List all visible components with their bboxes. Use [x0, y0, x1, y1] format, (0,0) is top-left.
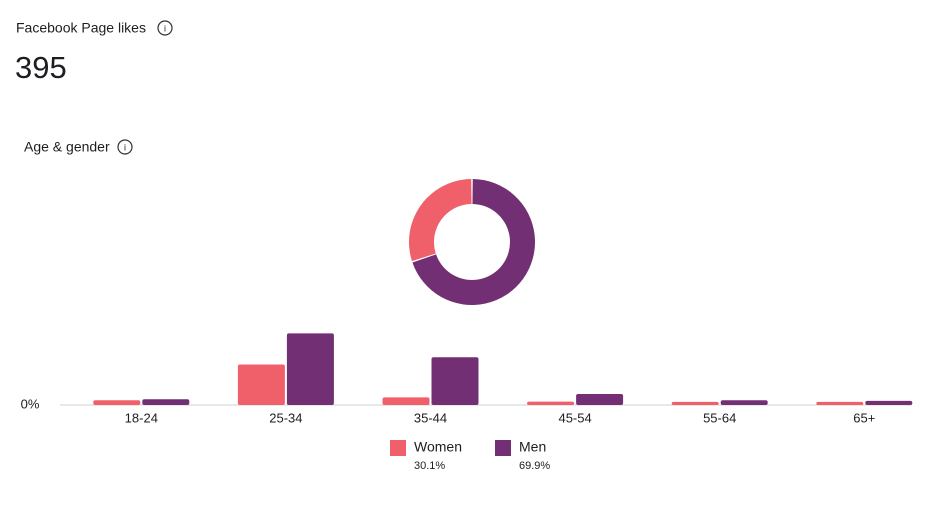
bar	[576, 394, 624, 405]
x-tick-label: 25-34	[269, 410, 302, 425]
legend-label: Women	[414, 439, 462, 455]
donut-slice	[409, 179, 472, 262]
legend-swatch	[390, 440, 406, 456]
bar	[382, 397, 430, 405]
info-icon[interactable]	[157, 20, 173, 36]
info-icon-glyph: i	[124, 142, 126, 152]
bar	[527, 401, 575, 405]
bar	[237, 364, 285, 405]
x-tick-label: 18-24	[125, 410, 158, 425]
bar	[431, 357, 479, 405]
bar	[671, 401, 719, 405]
page-likes-title: Facebook Page likes	[16, 20, 146, 36]
x-tick-label: 65+	[853, 410, 875, 425]
bar	[142, 399, 190, 405]
info-icon[interactable]	[117, 139, 133, 155]
legend-share: 69.9%	[519, 460, 550, 472]
info-icon-glyph: i	[164, 23, 166, 33]
legend-swatch	[495, 440, 511, 456]
bar	[286, 333, 334, 405]
x-tick-label: 35-44	[414, 410, 447, 425]
bar	[865, 400, 913, 405]
donut-slice	[412, 179, 536, 306]
y-tick-label: 0%	[21, 396, 40, 411]
bar	[816, 401, 864, 405]
legend-share: 30.1%	[414, 460, 445, 472]
section-title: Age & gender	[24, 139, 110, 155]
bar	[720, 400, 768, 405]
x-tick-label: 55-64	[703, 410, 736, 425]
x-tick-label: 45-54	[558, 410, 591, 425]
bar	[93, 400, 141, 405]
page-likes-value: 395	[15, 50, 67, 85]
legend-label: Men	[519, 439, 546, 455]
